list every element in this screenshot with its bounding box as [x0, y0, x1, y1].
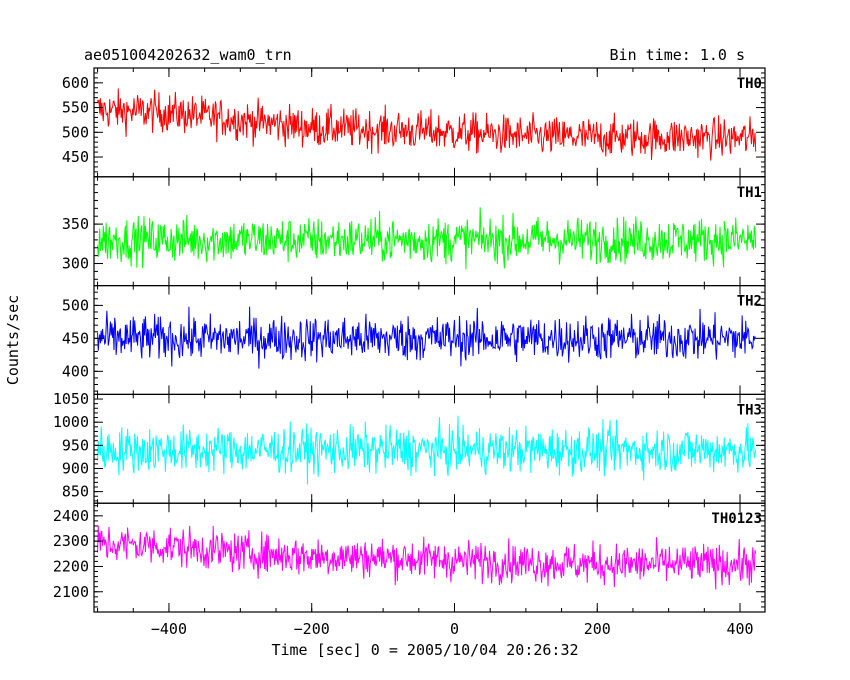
- panel-label-th0: TH0: [737, 76, 762, 92]
- panel-th2: 400 450 500 TH2: [62, 285, 766, 396]
- y-tick-label: 350: [62, 215, 89, 233]
- x-axis-title: Time [sec] 0 = 2005/10/04 20:26:32: [271, 641, 578, 659]
- y-tick-label: 2100: [53, 583, 89, 601]
- panel-label-th0123: TH0123: [711, 511, 762, 527]
- panels: 450 500 550 600 TH0 300 350 TH1 400 450 500 TH2 850 9…: [53, 67, 766, 613]
- y-tick-label: 450: [62, 329, 89, 347]
- x-tick-label: −400: [151, 620, 187, 638]
- y-tick-label: 450: [62, 148, 89, 166]
- x-tick-label: 200: [584, 620, 611, 638]
- y-tick-label: 550: [62, 99, 89, 117]
- panel-label-th2: TH2: [737, 294, 762, 310]
- y-tick-label: 2200: [53, 557, 89, 575]
- panel-th1: 300 350 TH1: [62, 176, 766, 287]
- y-tick-label: 400: [62, 362, 89, 380]
- panel-frame: [93, 502, 766, 613]
- y-tick-label: 950: [62, 436, 89, 454]
- panel-th3: 850 900 950 1000 1050 TH3: [53, 390, 766, 504]
- y-tick-label: 900: [62, 459, 89, 477]
- chart-subtitle: Bin time: 1.0 s: [610, 46, 745, 64]
- chart-title: ae051004202632_wam0_trn: [84, 46, 292, 64]
- panel-th0: 450 500 550 600 TH0: [62, 67, 766, 178]
- x-tick-label: −200: [294, 620, 330, 638]
- y-tick-label: 1050: [53, 390, 89, 408]
- panel-label-th3: TH3: [737, 402, 762, 418]
- y-tick-label: 600: [62, 74, 89, 92]
- series-th3: [97, 415, 757, 485]
- y-tick-label: 500: [62, 123, 89, 141]
- series-th2: [97, 306, 757, 369]
- y-tick-label: 1000: [53, 413, 89, 431]
- y-axis-title: Counts/sec: [4, 295, 22, 385]
- y-tick-label: 300: [62, 255, 89, 273]
- x-tick-label: 0: [450, 620, 459, 638]
- series-th0: [97, 88, 757, 161]
- y-tick-label: 850: [62, 483, 89, 501]
- panel-frame: [93, 285, 766, 396]
- x-tick-label: 400: [726, 620, 753, 638]
- y-tick-label: 2300: [53, 532, 89, 550]
- x-axis: −400 −200 0 200 400: [151, 620, 754, 638]
- panel-label-th1: TH1: [737, 185, 762, 201]
- y-tick-label: 500: [62, 296, 89, 314]
- series-th1: [97, 207, 757, 270]
- y-tick-label: 2400: [53, 507, 89, 525]
- series-th0123: [97, 525, 757, 590]
- panel-th0123: 2100 2200 2300 2400 TH0123: [53, 502, 766, 613]
